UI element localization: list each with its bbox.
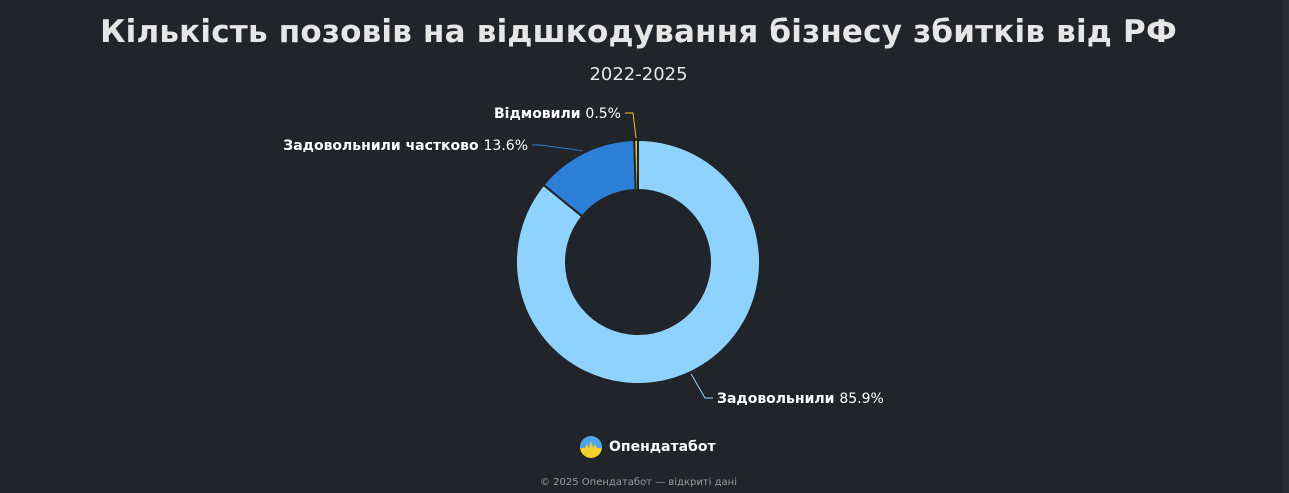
slice-value-1: 85.9% bbox=[839, 391, 883, 407]
leader-line-1 bbox=[690, 373, 713, 399]
scrollbar[interactable] bbox=[1283, 0, 1289, 493]
leader-lines-group bbox=[532, 112, 713, 399]
slice-value-3: 0.5% bbox=[585, 106, 621, 122]
slices-group bbox=[515, 138, 761, 385]
slice-3[interactable] bbox=[633, 138, 639, 192]
slice-name-2: Задовольнили частково bbox=[283, 138, 483, 154]
slice-name-3: Відмовили bbox=[494, 106, 585, 122]
data-label-3: Відмовили 0.5% bbox=[494, 106, 621, 122]
chart-subtitle: 2022-2025 bbox=[589, 64, 688, 85]
slice-name-1: Задовольнили bbox=[717, 391, 839, 407]
leader-line-2 bbox=[532, 144, 584, 152]
chart-title: Кількість позовів на відшкодування бізне… bbox=[100, 14, 1177, 50]
labels-group: Задовольнили 85.9% Задовольнили частково … bbox=[283, 106, 884, 407]
data-label-2: Задовольнили частково 13.6% bbox=[283, 138, 528, 154]
opendatabot-logo-icon bbox=[580, 436, 602, 458]
leader-line-3 bbox=[625, 112, 637, 139]
slice-value-2: 13.6% bbox=[484, 138, 528, 154]
brand-name: Опендатабот bbox=[609, 439, 716, 455]
data-label-1: Задовольнили 85.9% bbox=[717, 391, 884, 407]
footer-copyright: © 2025 Опендатабот — відкриті дані bbox=[540, 477, 737, 488]
slice-1[interactable] bbox=[515, 139, 761, 385]
brand[interactable]: Опендатабот bbox=[579, 435, 716, 459]
